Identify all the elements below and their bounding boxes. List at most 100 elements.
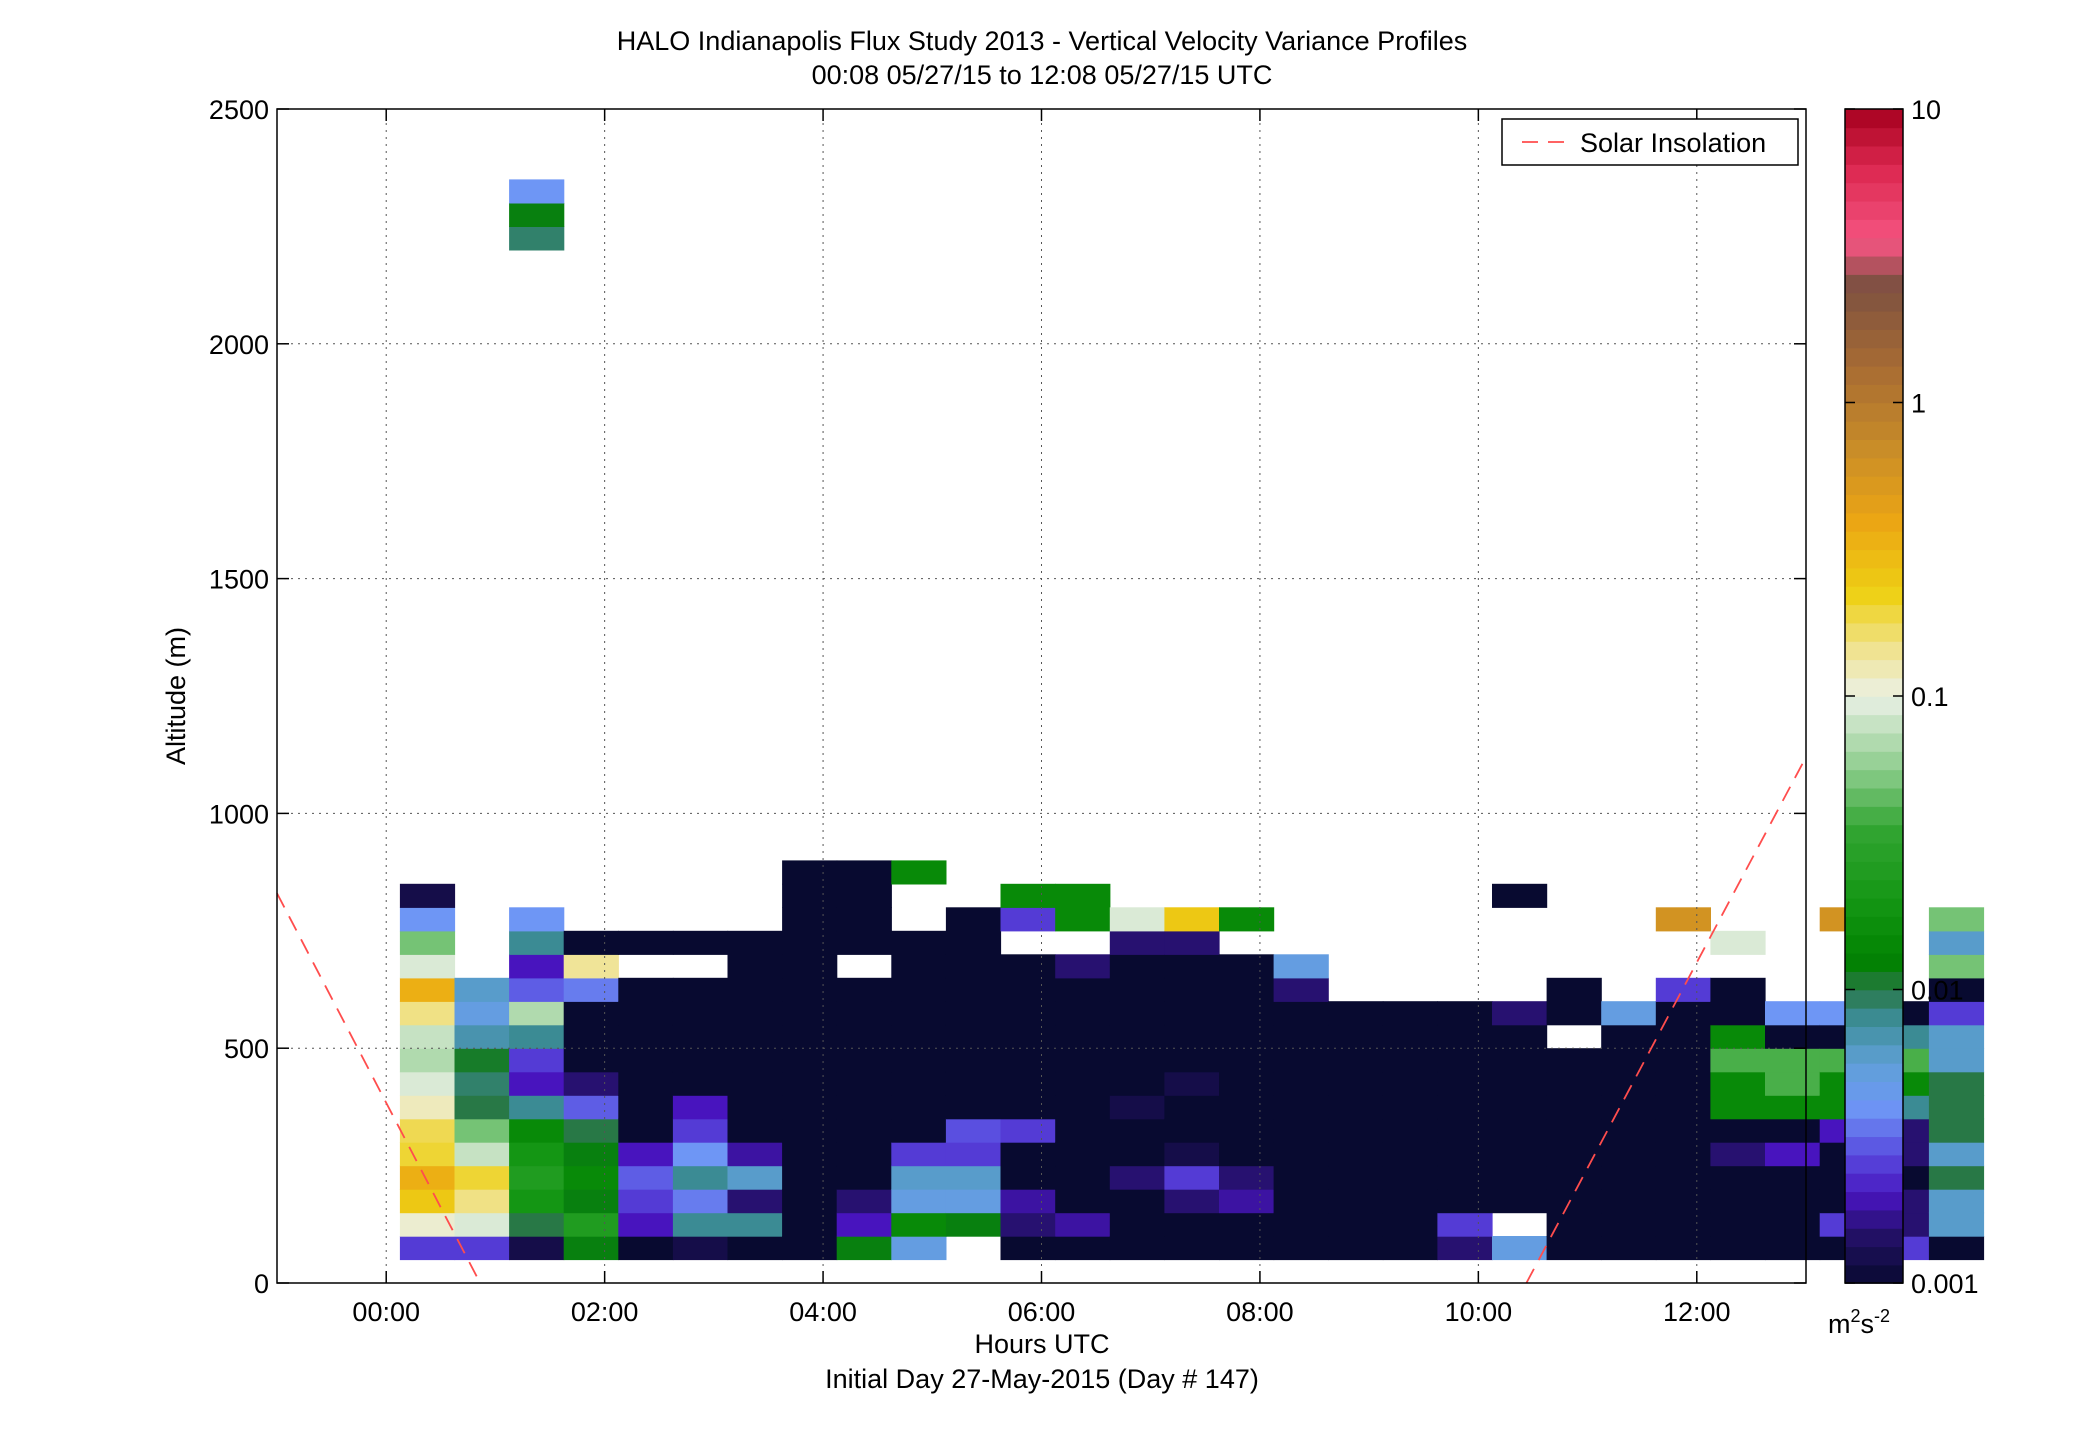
heatmap-cell	[618, 1001, 674, 1026]
heatmap-cell	[1000, 954, 1056, 979]
heatmap-cell	[509, 1236, 565, 1261]
colorbar-segment	[1845, 677, 1903, 697]
heatmap-cell	[836, 860, 892, 885]
heatmap-cell	[945, 1095, 1002, 1120]
heatmap-cell	[1109, 1071, 1165, 1096]
heatmap-cell	[1328, 1142, 1384, 1167]
heatmap-cell	[1492, 1118, 1548, 1143]
heatmap-cell	[1055, 1024, 1111, 1049]
colorbar-segment	[1845, 897, 1903, 917]
colorbar-segment	[1845, 1062, 1903, 1083]
heatmap-cell	[727, 1048, 783, 1073]
heatmap-cell	[727, 1165, 783, 1190]
heatmap-cell	[672, 1142, 729, 1167]
heatmap-cell	[1928, 1048, 1985, 1073]
heatmap-cell	[727, 1001, 783, 1026]
heatmap-cell	[1765, 1118, 1821, 1143]
colorbar-segment	[1845, 109, 1903, 129]
heatmap-cell	[454, 1024, 510, 1049]
heatmap-cell	[1328, 1024, 1384, 1049]
colorbar-segment	[1845, 439, 1903, 459]
heatmap-cell	[1109, 930, 1165, 955]
heatmap-cell	[782, 1071, 838, 1096]
heatmap-cell	[1328, 1095, 1384, 1120]
heatmap-cell	[1710, 977, 1766, 1002]
heatmap-cell	[1437, 1212, 1493, 1237]
heatmap-cell	[1055, 954, 1111, 979]
heatmap-cell	[618, 1095, 674, 1120]
heatmap-cell	[1219, 1142, 1275, 1167]
heatmap-cell	[1109, 1095, 1165, 1120]
heatmap-cell	[1655, 1024, 1711, 1049]
heatmap-cell	[1164, 907, 1220, 932]
heatmap-cell	[1601, 1165, 1657, 1190]
colorbar-segment	[1845, 1246, 1903, 1266]
heatmap-cell	[1273, 1189, 1329, 1214]
solar-insolation-line	[276, 892, 481, 1284]
heatmap-cell	[1710, 1212, 1766, 1237]
heatmap-cell	[1109, 1212, 1165, 1237]
heatmap-cell	[1164, 1165, 1220, 1190]
heatmap-cell	[945, 1048, 1002, 1073]
heatmap-cell	[782, 907, 838, 932]
heatmap-cell	[1928, 954, 1985, 979]
heatmap-cell	[1601, 1095, 1657, 1120]
heatmap-cell	[1164, 1024, 1220, 1049]
heatmap-cell	[672, 1071, 729, 1096]
heatmap-cell	[1437, 1095, 1493, 1120]
heatmap-cell	[891, 1212, 947, 1237]
heatmap-cell	[1273, 1165, 1329, 1190]
colorbar-segment	[1845, 1099, 1903, 1119]
heatmap-cell	[1601, 1024, 1657, 1049]
heatmap-cell	[782, 860, 838, 885]
x-tick-label: 00:00	[352, 1297, 420, 1327]
heatmap-cell	[1273, 1095, 1329, 1120]
colorbar-segment	[1845, 292, 1903, 312]
heatmap-cell	[509, 930, 565, 955]
colorbar-segment	[1845, 402, 1903, 422]
heatmap-cell	[1710, 1095, 1766, 1120]
x-axis-ticks: 00:00 02:00 04:00 06:00 08:00 10:00 12:00	[352, 109, 1731, 1327]
heatmap-cell	[1328, 1048, 1384, 1073]
colorbar-segment	[1845, 751, 1903, 771]
colorbar-segment	[1845, 1191, 1903, 1211]
heatmap-cell	[1055, 1048, 1111, 1073]
heatmap-cell	[1546, 1236, 1602, 1261]
heatmap-cell	[672, 1165, 729, 1190]
heatmap-cell	[563, 1071, 619, 1096]
heatmap-cell	[782, 954, 838, 979]
heatmap-cell	[1328, 1071, 1384, 1096]
heatmap-cell	[1328, 1189, 1384, 1214]
heatmap-cell	[1219, 1001, 1275, 1026]
heatmap-cell	[782, 1165, 838, 1190]
heatmap-cell	[1928, 1071, 1985, 1096]
heatmap-cell	[509, 907, 565, 932]
colorbar-segment	[1845, 200, 1903, 220]
heatmap-cell	[836, 930, 892, 955]
heatmap-cell	[891, 954, 947, 979]
heatmap-cell	[1928, 1095, 1985, 1120]
heatmap-cell	[1710, 1165, 1766, 1190]
colorbar-segment	[1845, 164, 1903, 184]
heatmap-cell	[1710, 1189, 1766, 1214]
colorbar-tick-label: 0.1	[1911, 682, 1949, 712]
heatmap-cell	[1655, 1118, 1711, 1143]
colorbar-tick-label: 10	[1911, 95, 1941, 125]
heatmap-cell	[1000, 1001, 1056, 1026]
heatmap-cell	[891, 977, 947, 1002]
heatmap-cell	[1546, 1118, 1602, 1143]
x-tick-label: 08:00	[1226, 1297, 1294, 1327]
heatmap-cell	[618, 1024, 674, 1049]
heatmap-cell	[1219, 1212, 1275, 1237]
heatmap-cell	[1382, 1095, 1438, 1120]
heatmap-cell	[891, 1142, 947, 1167]
y-tick-label: 0	[254, 1269, 269, 1299]
heatmap-cell	[1601, 1142, 1657, 1167]
heatmap-cell	[399, 977, 456, 1002]
heatmap-cell	[1765, 1189, 1821, 1214]
heatmap-cell	[1273, 1142, 1329, 1167]
heatmap-cell	[672, 1212, 729, 1237]
heatmap-cell	[509, 954, 565, 979]
heatmap-cell	[1328, 1118, 1384, 1143]
